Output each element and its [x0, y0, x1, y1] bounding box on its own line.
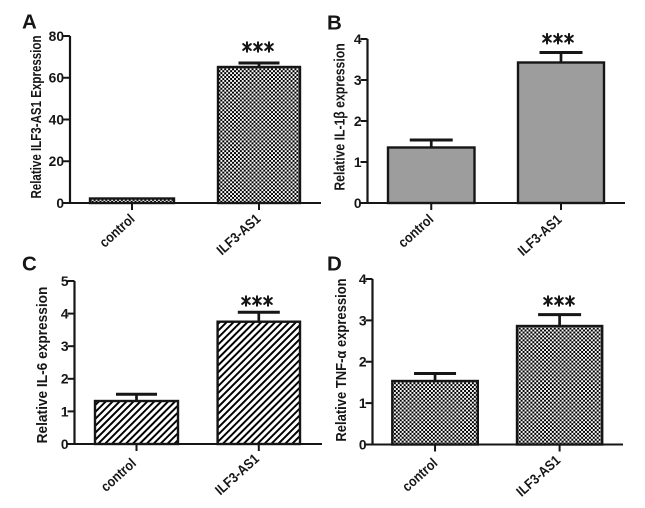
svg-text:Relative TNF-α expression: Relative TNF-α expression [332, 278, 349, 441]
svg-text:C: C [22, 253, 37, 276]
svg-text:D: D [327, 253, 342, 276]
svg-text:3: 3 [359, 313, 367, 328]
svg-text:B: B [327, 12, 342, 35]
svg-text:1: 1 [354, 155, 362, 170]
svg-text:4: 4 [359, 272, 367, 287]
svg-text:60: 60 [49, 71, 65, 86]
svg-text:5: 5 [61, 274, 69, 289]
svg-text:2: 2 [61, 372, 69, 387]
svg-text:20: 20 [49, 154, 65, 169]
svg-text:3: 3 [61, 339, 69, 354]
svg-text:2: 2 [354, 114, 362, 129]
svg-text:0: 0 [354, 196, 362, 211]
svg-text:4: 4 [354, 32, 362, 47]
svg-text:0: 0 [359, 437, 367, 452]
svg-text:1: 1 [359, 396, 367, 411]
svg-text:3: 3 [354, 73, 362, 88]
svg-text:1: 1 [61, 404, 69, 419]
svg-text:Relative IL-1β expression: Relative IL-1β expression [331, 43, 347, 190]
svg-text:Relative IL-6 expression: Relative IL-6 expression [34, 287, 51, 444]
svg-text:40: 40 [49, 112, 65, 127]
svg-text:Relative ILF3-AS1 Expression: Relative ILF3-AS1 Expression [28, 35, 45, 198]
svg-text:A: A [22, 11, 37, 34]
svg-text:2: 2 [359, 355, 367, 370]
svg-text:4: 4 [61, 307, 69, 322]
svg-text:80: 80 [49, 29, 65, 44]
svg-text:0: 0 [56, 196, 64, 211]
svg-text:0: 0 [61, 437, 69, 452]
